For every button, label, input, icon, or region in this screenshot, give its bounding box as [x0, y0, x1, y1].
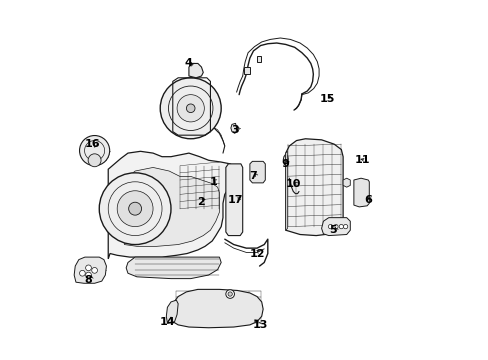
- Text: 3: 3: [231, 125, 239, 135]
- FancyBboxPatch shape: [257, 56, 261, 62]
- Circle shape: [328, 225, 332, 229]
- Polygon shape: [230, 123, 236, 134]
- Text: 13: 13: [252, 320, 268, 330]
- Circle shape: [88, 154, 101, 167]
- Polygon shape: [166, 300, 178, 323]
- Text: 8: 8: [84, 275, 92, 285]
- Circle shape: [128, 202, 142, 215]
- Polygon shape: [225, 164, 242, 235]
- Polygon shape: [188, 63, 203, 78]
- Circle shape: [339, 225, 343, 229]
- Polygon shape: [74, 257, 106, 283]
- Circle shape: [177, 95, 204, 122]
- Circle shape: [117, 191, 153, 226]
- Text: 10: 10: [285, 179, 300, 189]
- Circle shape: [85, 265, 91, 271]
- Circle shape: [343, 225, 347, 229]
- Circle shape: [80, 135, 109, 166]
- Text: 16: 16: [84, 139, 100, 149]
- Polygon shape: [126, 257, 221, 279]
- Text: 1: 1: [210, 177, 218, 187]
- Text: 5: 5: [329, 225, 337, 235]
- Text: 12: 12: [249, 248, 264, 258]
- Text: 14: 14: [159, 317, 175, 327]
- FancyBboxPatch shape: [244, 67, 249, 74]
- Text: 17: 17: [227, 195, 243, 205]
- Polygon shape: [171, 289, 263, 328]
- Circle shape: [227, 292, 232, 296]
- Text: 7: 7: [249, 171, 257, 181]
- Polygon shape: [343, 178, 349, 187]
- Polygon shape: [249, 161, 265, 183]
- Text: 11: 11: [354, 155, 370, 165]
- Circle shape: [92, 267, 97, 273]
- Circle shape: [160, 78, 221, 139]
- Circle shape: [85, 272, 91, 278]
- Text: 2: 2: [197, 197, 205, 207]
- Text: 15: 15: [319, 94, 334, 104]
- Text: 6: 6: [364, 195, 371, 205]
- Polygon shape: [124, 167, 219, 246]
- Polygon shape: [285, 139, 343, 235]
- Polygon shape: [353, 178, 368, 207]
- Polygon shape: [108, 151, 237, 259]
- Circle shape: [99, 173, 171, 244]
- Polygon shape: [321, 218, 349, 235]
- Circle shape: [80, 270, 85, 276]
- Circle shape: [333, 225, 337, 229]
- Circle shape: [225, 290, 234, 298]
- Polygon shape: [285, 151, 287, 230]
- Text: 9: 9: [281, 159, 289, 169]
- Circle shape: [186, 104, 195, 113]
- Text: 4: 4: [184, 58, 192, 68]
